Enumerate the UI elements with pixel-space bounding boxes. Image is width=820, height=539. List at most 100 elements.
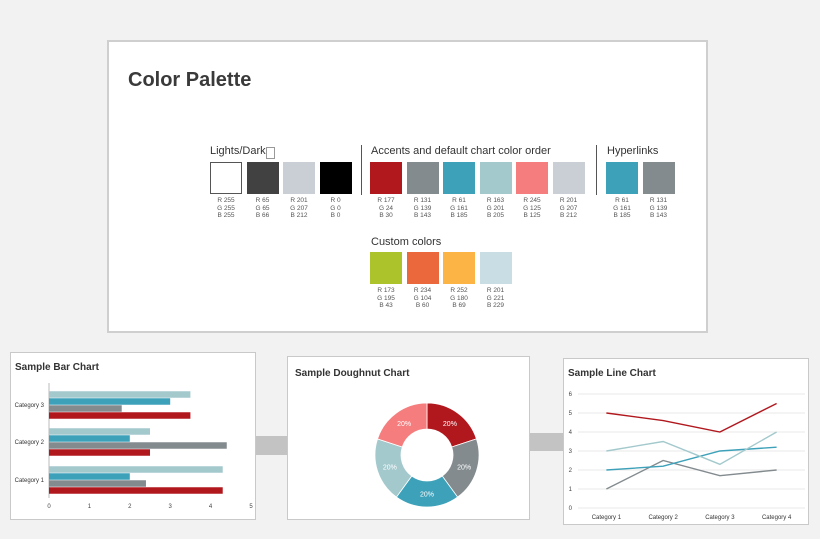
rgb-g-value: G 125 xyxy=(523,204,541,212)
bar-x-tick-label: 3 xyxy=(169,504,173,510)
color-swatch xyxy=(406,162,439,194)
rgb-r-value: R 245 xyxy=(523,197,541,204)
rgb-b-value: B 66 xyxy=(255,212,270,219)
line-category-label: Category 3 xyxy=(705,515,735,521)
color-swatch xyxy=(479,252,512,284)
rgb-b-value: B 0 xyxy=(330,212,341,219)
rgb-r-value: R 61 xyxy=(615,197,629,204)
connector-bar xyxy=(255,436,288,455)
bar xyxy=(49,487,223,494)
lights-darks-label: Lights/Darks xyxy=(210,145,272,157)
rgb-values: R 61 G 161 B 185 xyxy=(602,197,642,220)
rgb-g-value: G 207 xyxy=(290,204,308,212)
bar-category-label: Category 2 xyxy=(15,440,45,446)
color-swatch xyxy=(443,252,475,284)
line-series xyxy=(606,446,777,471)
rgb-g-value: G 161 xyxy=(450,204,468,212)
custom-colors-label: Custom colors xyxy=(371,236,442,248)
doughnut-chart-panel: Sample Doughnut Chart 20% 20% 20% 20% 20% xyxy=(287,356,530,520)
color-palette-panel: Color Palette Lights/Darks Accents and d… xyxy=(107,40,708,333)
rgb-g-value: G 180 xyxy=(450,294,468,302)
group-separator xyxy=(596,145,597,195)
rgb-g-value: G 201 xyxy=(486,204,505,212)
color-swatch xyxy=(370,252,402,284)
line-series xyxy=(606,402,777,433)
color-swatch xyxy=(283,162,315,194)
rgb-g-value: G 161 xyxy=(613,204,631,212)
rgb-values: R 131 G 139 B 143 xyxy=(639,197,679,220)
rgb-r-value: R 234 xyxy=(413,287,432,294)
color-swatch xyxy=(642,162,675,194)
bar xyxy=(49,480,146,487)
rgb-b-value: B 30 xyxy=(379,212,393,219)
rgb-r-value: R 131 xyxy=(649,197,668,204)
color-swatch xyxy=(246,162,279,194)
cursor-marker xyxy=(266,147,275,159)
rgb-r-value: R 163 xyxy=(486,197,505,204)
rgb-r-value: R 65 xyxy=(255,197,270,204)
rgb-g-value: G 139 xyxy=(649,204,668,212)
doughnut-data-label: 20% xyxy=(397,421,411,428)
line-series xyxy=(606,459,777,490)
bar xyxy=(49,412,191,419)
rgb-g-value: G 221 xyxy=(486,294,505,302)
rgb-b-value: B 143 xyxy=(650,212,667,219)
rgb-r-value: R 131 xyxy=(413,197,432,204)
line-y-tick-label: 4 xyxy=(569,430,573,436)
rgb-values: R 245 G 125 B 125 xyxy=(512,197,552,220)
rgb-values: R 252 G 180 B 69 xyxy=(439,287,479,310)
bar-category-label: Category 3 xyxy=(15,403,45,409)
palette-title: Color Palette xyxy=(128,69,252,91)
group-separator xyxy=(361,145,362,195)
rgb-b-value: B 212 xyxy=(560,212,577,219)
bar xyxy=(49,398,171,405)
rgb-g-value: G 195 xyxy=(377,294,395,302)
bar-chart: 0 1 2 3 4 5 Category 1 Category 2 Category 3 xyxy=(15,383,253,510)
color-swatch xyxy=(370,162,402,194)
rgb-b-value: B 60 xyxy=(415,302,430,309)
bar xyxy=(49,473,130,480)
bar-category-label: Category 1 xyxy=(15,478,45,484)
rgb-b-value: B 69 xyxy=(452,302,466,309)
doughnut-slice xyxy=(377,402,428,448)
rgb-values: R 201 G 207 B 212 xyxy=(279,197,319,220)
rgb-values: R 163 G 201 B 205 xyxy=(476,197,516,220)
rgb-values: R 173 G 195 B 43 xyxy=(366,287,406,310)
rgb-b-value: B 212 xyxy=(290,212,308,219)
rgb-g-value: G 207 xyxy=(559,204,578,212)
bar-x-tick-label: 2 xyxy=(128,504,132,510)
bar-x-tick-label: 5 xyxy=(249,504,253,510)
rgb-values: R 201 G 221 B 229 xyxy=(476,287,516,310)
bar-x-tick-label: 1 xyxy=(88,504,92,510)
rgb-g-value: G 104 xyxy=(413,294,432,302)
bar xyxy=(49,466,223,473)
rgb-b-value: B 125 xyxy=(523,212,541,219)
line-y-tick-label: 1 xyxy=(569,487,573,493)
rgb-r-value: R 173 xyxy=(377,287,395,294)
rgb-r-value: R 201 xyxy=(559,197,578,204)
rgb-g-value: G 0 xyxy=(330,204,341,212)
rgb-b-value: B 255 xyxy=(217,212,235,219)
doughnut-data-label: 20% xyxy=(383,465,397,472)
line-category-label: Category 2 xyxy=(648,515,678,521)
line-chart-title: Sample Line Chart xyxy=(568,368,656,379)
doughnut-data-label: 20% xyxy=(443,421,457,428)
connector-bar xyxy=(529,433,564,451)
bar xyxy=(49,442,227,449)
bar-chart-title: Sample Bar Chart xyxy=(15,362,99,373)
rgb-g-value: G 139 xyxy=(413,204,432,212)
line-category-label: Category 1 xyxy=(592,515,622,521)
color-swatch xyxy=(406,252,439,284)
rgb-values: R 61 G 161 B 185 xyxy=(439,197,479,220)
accents-label: Accents and default chart color order xyxy=(371,145,551,157)
rgb-r-value: R 201 xyxy=(486,287,505,294)
bar-chart-panel: Sample Bar Chart 0 1 2 3 4 5 Category 1 Categor… xyxy=(10,352,256,520)
rgb-g-value: G 24 xyxy=(378,204,394,212)
bar xyxy=(49,405,122,412)
doughnut-data-label: 20% xyxy=(457,465,471,472)
rgb-r-value: R 0 xyxy=(330,197,341,204)
line-y-tick-label: 0 xyxy=(569,506,573,512)
rgb-values: R 131 G 139 B 143 xyxy=(403,197,443,220)
line-y-tick-label: 6 xyxy=(569,392,573,398)
